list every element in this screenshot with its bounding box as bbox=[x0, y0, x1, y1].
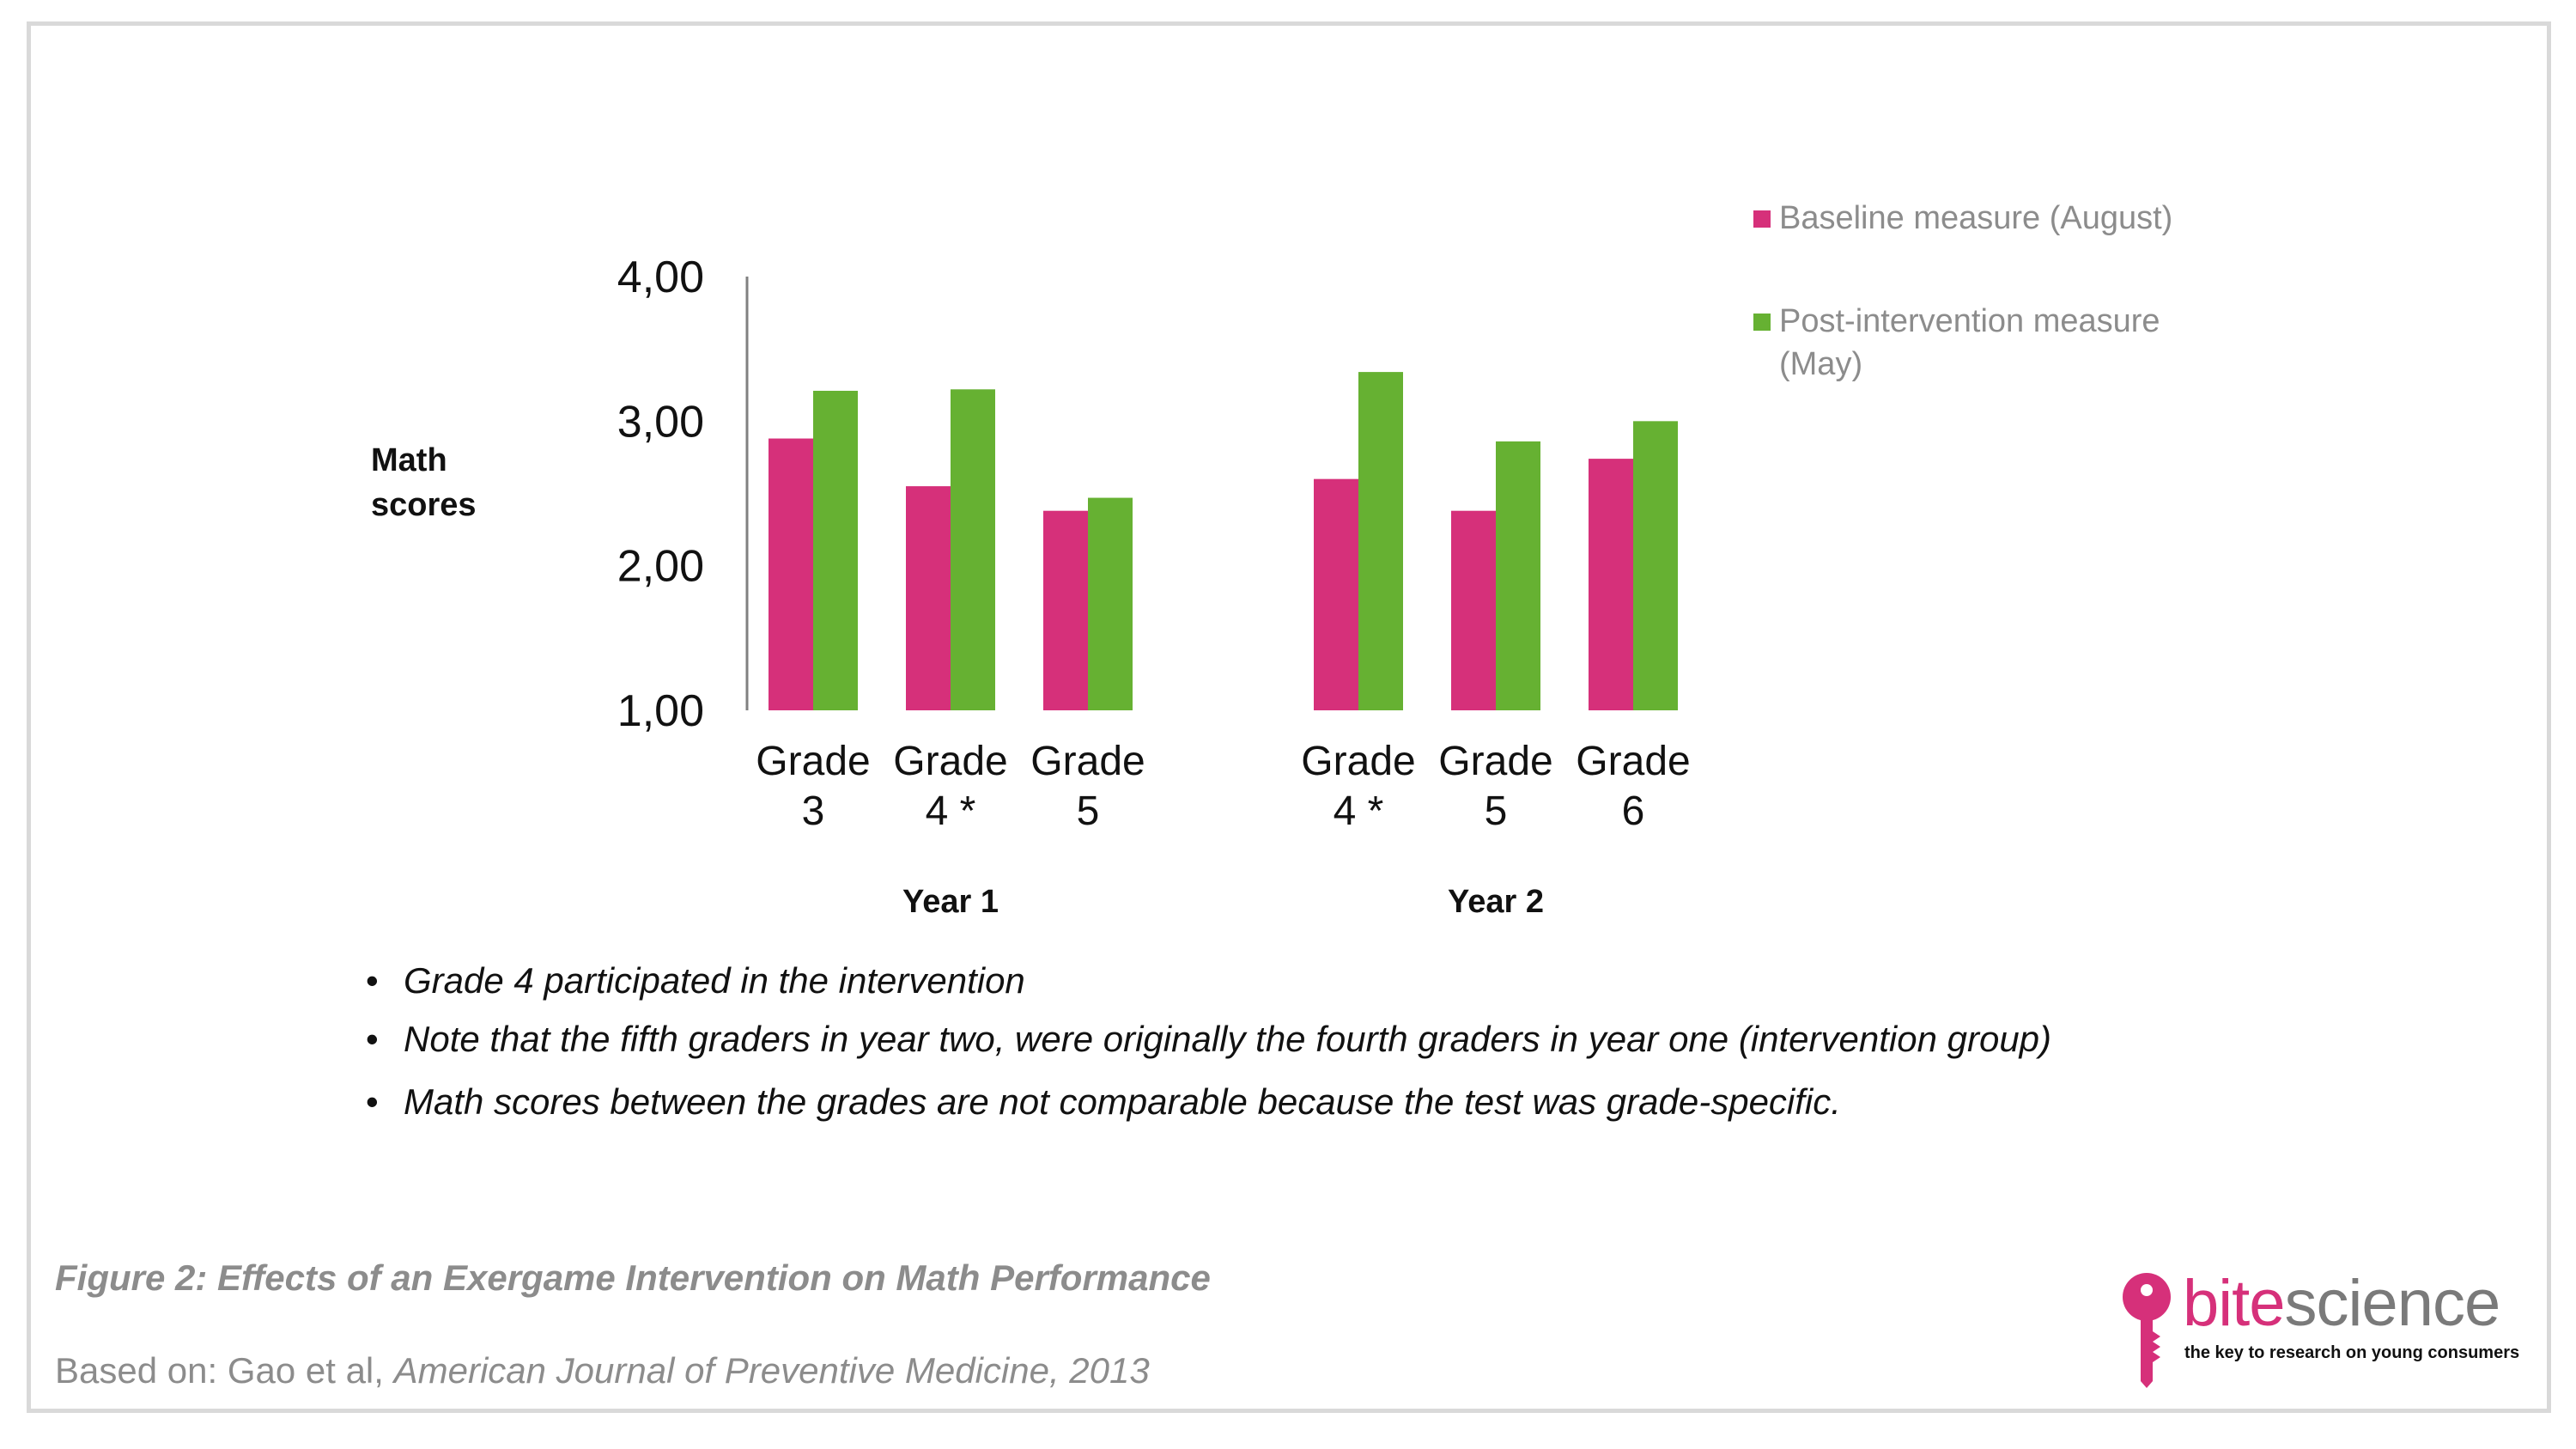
category-label: Grade bbox=[1438, 739, 1552, 784]
note-item: Grade 4 participated in the intervention bbox=[361, 960, 2051, 1002]
bar-baseline bbox=[1451, 510, 1496, 710]
category-label: 4 * bbox=[926, 788, 976, 834]
bars bbox=[769, 372, 1678, 710]
logo-wordmark: bitescience bbox=[2183, 1266, 2500, 1341]
y-axis-label-line: Math bbox=[371, 442, 447, 478]
group-label: Year 2 bbox=[1448, 884, 1544, 920]
logo-tagline: the key to research on young consumers bbox=[2184, 1343, 2520, 1362]
logo-word-science: science bbox=[2284, 1267, 2501, 1340]
category-label: 5 bbox=[1077, 788, 1100, 834]
y-tick-label: 4,00 bbox=[617, 253, 704, 302]
bar-post-intervention bbox=[813, 390, 858, 710]
bitescience-logo: bitescience the key to research on young… bbox=[2112, 1267, 2524, 1391]
bar-baseline bbox=[906, 486, 951, 710]
category-label: 6 bbox=[1622, 788, 1645, 834]
group-labels: Year 1 Year 2 bbox=[902, 884, 1544, 920]
source-citation: Based on: Gao et al, American Journal of… bbox=[55, 1350, 1150, 1391]
bar-baseline bbox=[1589, 459, 1633, 710]
category-label: Grade bbox=[756, 739, 870, 784]
category-label: Grade bbox=[1301, 739, 1415, 784]
source-journal: American Journal of Preventive Medicine,… bbox=[393, 1350, 1150, 1391]
legend-label: Post-intervention measure bbox=[1779, 303, 2160, 339]
legend-label: (May) bbox=[1779, 346, 1862, 382]
bar-post-intervention bbox=[951, 389, 995, 710]
legend-swatch bbox=[1753, 314, 1771, 331]
y-tick-label: 3,00 bbox=[617, 397, 704, 447]
bar-baseline bbox=[769, 438, 813, 710]
group-label: Year 1 bbox=[902, 884, 999, 920]
category-label: 3 bbox=[802, 788, 825, 834]
figure-caption: Figure 2: Effects of an Exergame Interve… bbox=[55, 1257, 1211, 1298]
note-item: Note that the fifth graders in year two,… bbox=[361, 1019, 2051, 1060]
category-label: 4 * bbox=[1334, 788, 1384, 834]
category-label: Grade bbox=[1030, 739, 1145, 784]
y-axis-ticks: 1,00 2,00 3,00 4,00 bbox=[617, 253, 704, 736]
bar-baseline bbox=[1314, 478, 1358, 710]
legend-label: Baseline measure (August) bbox=[1779, 200, 2172, 236]
category-label: Grade bbox=[1576, 739, 1690, 784]
bar-baseline bbox=[1043, 510, 1088, 710]
bar-post-intervention bbox=[1633, 421, 1678, 710]
category-label: 5 bbox=[1485, 788, 1508, 834]
note-item: Math scores between the grades are not c… bbox=[361, 1081, 2051, 1123]
y-tick-label: 1,00 bbox=[617, 686, 704, 736]
legend: Baseline measure (August) Post-interventi… bbox=[1753, 200, 2172, 382]
key-icon bbox=[2123, 1273, 2171, 1388]
y-axis-label: Math scores bbox=[371, 442, 477, 523]
logo-word-bite: bite bbox=[2183, 1267, 2286, 1340]
category-label: Grade bbox=[893, 739, 1007, 784]
y-axis-label-line: scores bbox=[371, 487, 477, 523]
bar-post-intervention bbox=[1358, 372, 1403, 710]
figure-frame bbox=[27, 21, 2551, 1413]
bar-post-intervention bbox=[1496, 441, 1540, 710]
source-prefix: Based on: Gao et al, bbox=[55, 1350, 394, 1391]
notes-list: Grade 4 participated in the intervention… bbox=[361, 960, 2051, 1123]
bar-post-intervention bbox=[1088, 497, 1133, 710]
y-tick-label: 2,00 bbox=[617, 542, 704, 592]
legend-swatch bbox=[1753, 210, 1771, 228]
